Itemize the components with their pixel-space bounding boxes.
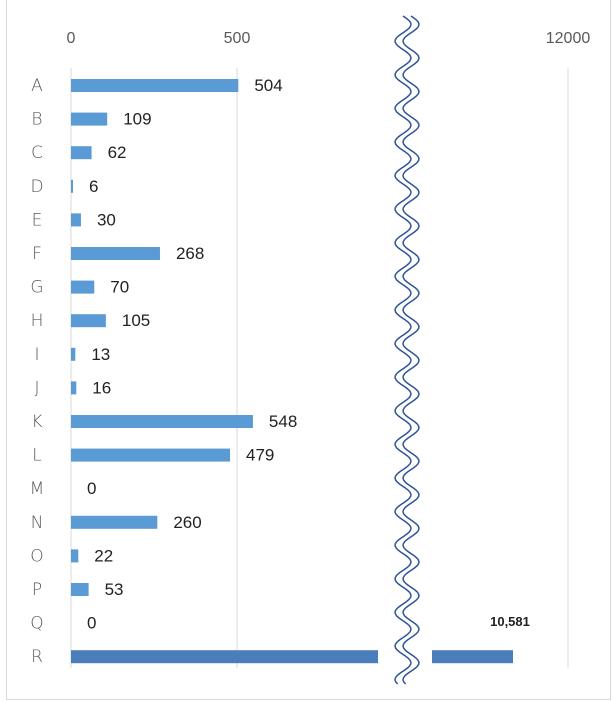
category-label: Q bbox=[30, 614, 43, 634]
bars-layer bbox=[71, 79, 513, 663]
value-label: 70 bbox=[110, 278, 129, 297]
bar bbox=[71, 213, 81, 226]
value-label: 30 bbox=[97, 210, 116, 229]
value-label: 0 bbox=[87, 614, 96, 633]
category-label: I bbox=[34, 345, 39, 365]
bar bbox=[71, 583, 89, 596]
value-label: 16 bbox=[92, 378, 111, 397]
bar bbox=[71, 113, 107, 126]
labels-layer: 0 500 12000 A 504 B 109 C 62 D 6 E 30 F 268 G 70 H 105 I 13 J… bbox=[30, 30, 591, 667]
category-label: B bbox=[31, 110, 42, 130]
category-label: R bbox=[31, 647, 43, 667]
bar bbox=[71, 381, 76, 394]
category-label: E bbox=[32, 210, 43, 230]
bar bbox=[71, 348, 75, 361]
value-label: 13 bbox=[91, 345, 110, 364]
x-tick-label: 500 bbox=[224, 30, 251, 47]
category-label: G bbox=[30, 278, 43, 298]
value-label: 6 bbox=[89, 177, 98, 196]
axis-break bbox=[395, 16, 423, 684]
bar bbox=[71, 281, 94, 294]
value-label: 10,581 bbox=[490, 614, 530, 629]
grid-layer bbox=[71, 68, 568, 668]
x-tick-label: 0 bbox=[67, 30, 76, 47]
bar bbox=[71, 146, 92, 159]
category-label: O bbox=[30, 546, 43, 566]
category-label: P bbox=[32, 580, 42, 600]
category-label: J bbox=[34, 378, 39, 398]
value-label: 109 bbox=[123, 110, 151, 129]
bar-segment-right bbox=[432, 650, 513, 663]
bar-segment-left bbox=[71, 650, 378, 663]
category-label: N bbox=[31, 513, 44, 533]
value-label: 0 bbox=[87, 479, 96, 498]
category-label: C bbox=[31, 143, 43, 163]
value-label: 268 bbox=[176, 244, 204, 263]
value-label: 548 bbox=[269, 412, 297, 431]
value-label: 105 bbox=[122, 311, 150, 330]
bar bbox=[71, 247, 160, 260]
bar bbox=[71, 314, 106, 327]
category-label: M bbox=[30, 479, 45, 499]
value-label: 504 bbox=[254, 76, 282, 95]
x-tick-label: 12000 bbox=[546, 30, 591, 47]
bar bbox=[71, 79, 238, 92]
bar bbox=[71, 516, 157, 529]
value-label: 53 bbox=[105, 580, 124, 599]
value-label: 22 bbox=[94, 546, 113, 565]
category-label: H bbox=[31, 311, 44, 331]
category-label: A bbox=[31, 76, 43, 96]
category-label: L bbox=[32, 446, 41, 466]
value-label: 62 bbox=[108, 143, 127, 162]
category-label: D bbox=[30, 177, 43, 197]
category-label: K bbox=[31, 412, 42, 432]
bar bbox=[71, 415, 253, 428]
bar bbox=[71, 549, 78, 562]
bar bbox=[71, 180, 73, 193]
category-label: F bbox=[32, 244, 42, 264]
bar bbox=[71, 449, 230, 462]
value-label: 479 bbox=[246, 446, 274, 465]
value-label: 260 bbox=[173, 513, 201, 532]
